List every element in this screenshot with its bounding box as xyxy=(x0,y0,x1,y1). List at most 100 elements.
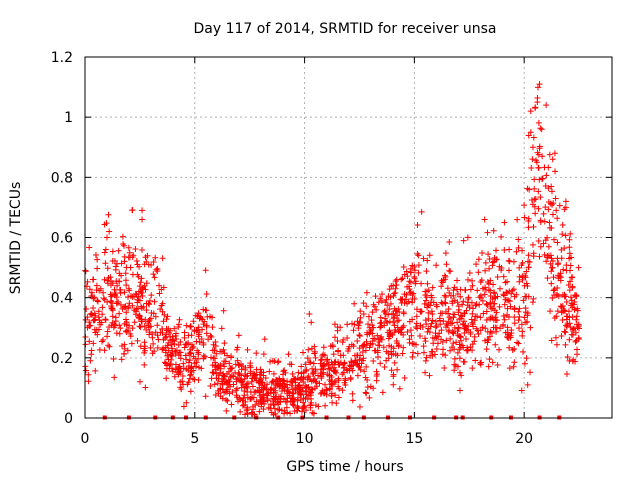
data-point xyxy=(177,338,184,345)
data-point xyxy=(422,357,429,364)
data-point xyxy=(90,340,97,347)
data-point xyxy=(256,377,263,384)
data-point xyxy=(218,325,225,332)
data-point xyxy=(521,314,528,321)
data-point xyxy=(195,324,202,331)
data-point xyxy=(407,290,414,297)
data-point xyxy=(358,360,365,367)
data-point xyxy=(492,341,499,348)
data-point xyxy=(484,328,491,335)
data-point xyxy=(257,398,264,405)
data-point xyxy=(112,266,119,273)
data-point xyxy=(536,253,543,260)
data-point xyxy=(213,350,220,357)
data-point xyxy=(573,313,580,320)
data-point xyxy=(398,329,405,336)
data-point xyxy=(532,157,539,164)
data-point xyxy=(180,403,187,410)
data-point xyxy=(418,208,425,215)
data-point xyxy=(398,276,405,283)
data-point xyxy=(386,286,393,293)
data-point xyxy=(158,286,165,293)
data-point xyxy=(566,336,573,343)
data-point xyxy=(82,316,89,323)
data-point xyxy=(360,310,367,317)
data-point xyxy=(348,358,355,365)
data-point xyxy=(490,227,497,234)
data-point xyxy=(260,351,267,358)
data-point xyxy=(528,196,535,203)
data-point xyxy=(92,251,99,258)
data-point xyxy=(515,340,522,347)
data-point xyxy=(487,299,494,306)
data-point xyxy=(548,225,555,232)
data-point xyxy=(199,316,206,323)
data-point xyxy=(309,409,316,416)
data-point xyxy=(304,374,311,381)
data-point xyxy=(202,307,209,314)
data-point xyxy=(360,300,367,307)
data-point xyxy=(330,367,337,374)
data-point xyxy=(501,292,508,299)
data-point xyxy=(113,330,120,337)
data-point xyxy=(485,287,492,294)
data-point xyxy=(297,376,304,383)
data-point xyxy=(444,285,451,292)
data-point xyxy=(248,409,255,416)
data-point xyxy=(428,294,435,301)
data-point xyxy=(203,323,210,330)
data-point xyxy=(413,320,420,327)
data-point xyxy=(125,294,132,301)
data-point xyxy=(381,322,388,329)
data-point xyxy=(221,372,228,379)
data-point xyxy=(342,381,349,388)
data-point xyxy=(380,344,387,351)
data-point xyxy=(423,297,430,304)
data-point xyxy=(565,308,572,315)
data-point xyxy=(103,234,110,241)
data-point xyxy=(276,406,283,413)
data-point xyxy=(249,394,256,401)
data-point xyxy=(561,291,568,298)
data-point xyxy=(515,308,522,315)
data-point xyxy=(202,393,209,400)
data-point xyxy=(451,367,458,374)
data-point xyxy=(312,354,319,361)
data-point xyxy=(189,345,196,352)
data-point xyxy=(136,323,143,330)
data-point xyxy=(101,221,108,228)
data-point xyxy=(300,387,307,394)
data-point xyxy=(483,308,490,315)
data-point xyxy=(423,268,430,275)
data-point xyxy=(187,388,194,395)
data-point xyxy=(356,318,363,325)
data-point xyxy=(540,210,547,217)
data-point xyxy=(331,321,338,328)
data-point xyxy=(109,319,116,326)
data-point xyxy=(387,300,394,307)
data-point xyxy=(129,271,136,278)
data-point xyxy=(288,361,295,368)
data-point xyxy=(123,309,130,316)
data-point xyxy=(369,309,376,316)
data-point xyxy=(451,361,458,368)
data-point xyxy=(339,387,346,394)
data-point xyxy=(227,383,234,390)
data-point xyxy=(199,326,206,333)
data-point xyxy=(523,280,530,287)
data-point xyxy=(496,285,503,292)
data-point xyxy=(413,306,420,313)
data-point xyxy=(383,318,390,325)
data-point xyxy=(479,297,486,304)
data-point xyxy=(487,315,494,322)
data-point xyxy=(520,348,527,355)
data-point xyxy=(500,321,507,328)
data-point xyxy=(553,341,560,348)
data-point xyxy=(377,323,384,330)
data-point xyxy=(116,322,123,329)
data-point xyxy=(94,298,101,305)
data-point xyxy=(575,264,582,271)
data-point xyxy=(519,328,526,335)
data-point xyxy=(507,303,514,310)
data-point xyxy=(474,287,481,294)
